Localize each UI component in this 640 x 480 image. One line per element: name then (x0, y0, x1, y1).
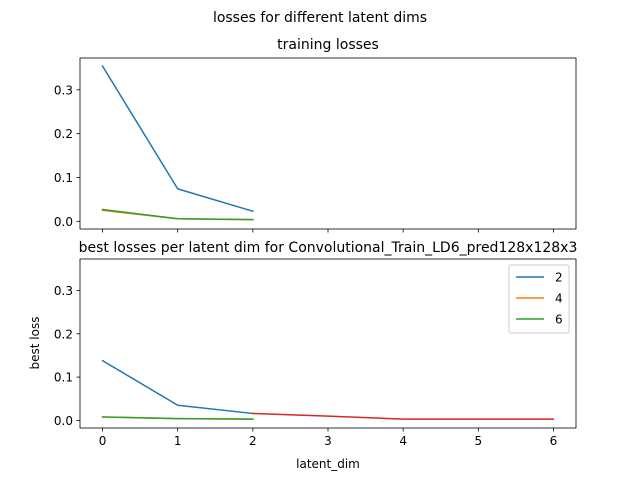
best-losses-title: best losses per latent dim for Convoluti… (79, 240, 578, 256)
best-losses-x-tick-label: 3 (324, 434, 332, 448)
legend-label-6: 6 (555, 313, 563, 327)
best-losses-series-line-2 (101, 359, 254, 415)
best-losses-y-tick-label: 0.3 (54, 284, 73, 298)
training-losses-series-layer (101, 65, 254, 221)
legend-label-2: 2 (555, 271, 563, 285)
best-losses-series-line-6 (101, 416, 254, 420)
best-losses-subplot: best losses per latent dim for Convoluti… (28, 240, 577, 471)
best-losses-x-tick-label: 6 (550, 434, 558, 448)
best-losses-x-axis-label: latent_dim (296, 457, 360, 471)
best-losses-y-ticks: 0.0 0.1 0.2 0.3 (54, 284, 80, 428)
legend-frame (508, 264, 570, 334)
training-losses-y-tick-label: 0.3 (54, 83, 73, 97)
best-losses-y-tick-label: 0.0 (54, 414, 73, 428)
training-losses-y-tick-label: 0.2 (54, 127, 73, 141)
legend: 2 4 6 (508, 264, 570, 334)
legend-label-4: 4 (555, 292, 563, 306)
best-losses-x-tick-label: 1 (174, 434, 182, 448)
training-losses-y-tick-label: 0.0 (54, 215, 73, 229)
best-losses-x-tick-label: 5 (474, 434, 482, 448)
best-losses-axes-frame (79, 258, 577, 429)
training-losses-subplot: training losses 0.0 0.1 0.2 0.3 (54, 37, 577, 233)
best-losses-x-tick-label: 4 (399, 434, 407, 448)
training-losses-series-line-extra-0 (101, 65, 254, 213)
training-losses-series-line-extra-2 (101, 208, 254, 221)
best-losses-series-line-extra-3 (252, 412, 555, 420)
training-losses-y-ticks: 0.0 0.1 0.2 0.3 (54, 83, 80, 229)
training-losses-axes-frame (79, 57, 577, 230)
best-losses-x-ticks: 0 1 2 3 4 5 6 (99, 428, 558, 448)
best-losses-y-axis-label: best loss (28, 317, 42, 370)
best-losses-x-tick-label: 2 (249, 434, 257, 448)
figure-suptitle: losses for different latent dims (213, 10, 427, 26)
training-losses-title: training losses (277, 37, 379, 53)
training-losses-y-tick-label: 0.1 (54, 171, 73, 185)
best-losses-series-layer (101, 359, 555, 420)
best-losses-x-tick-label: 0 (99, 434, 107, 448)
training-losses-x-ticks (102, 229, 554, 233)
best-losses-y-tick-label: 0.1 (54, 371, 73, 385)
best-losses-y-tick-label: 0.2 (54, 327, 73, 341)
